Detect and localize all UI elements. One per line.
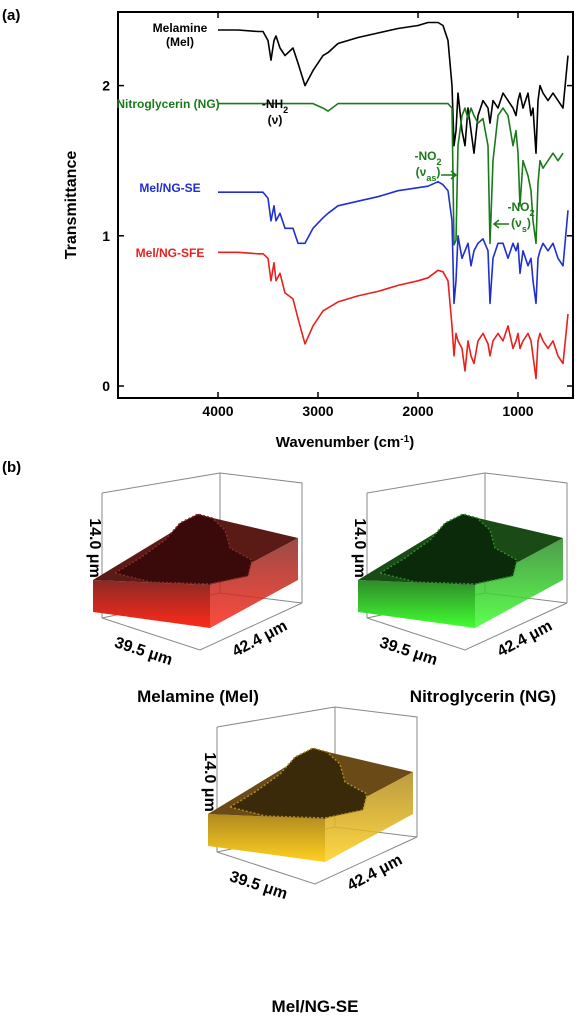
slab-mound bbox=[113, 513, 253, 585]
annotation-part: 2 bbox=[436, 157, 441, 167]
axis-label: 14.0 μm bbox=[86, 518, 103, 578]
annotation-arrow bbox=[492, 219, 509, 229]
rendering: 14.0 μm 39.5 μm 42.4 μm bbox=[86, 472, 303, 669]
series-label: Nitroglycerin (NG) bbox=[116, 97, 220, 111]
annotation-part: as bbox=[426, 173, 436, 183]
caption: Mel/NG-SE bbox=[272, 997, 359, 1016]
x-axis-label-part: ) bbox=[409, 434, 414, 451]
annotation-part: (ν) bbox=[268, 113, 283, 127]
slab-left bbox=[93, 580, 210, 628]
caption: Melamine (Mel) bbox=[137, 687, 259, 706]
annotation-part: (ν bbox=[416, 165, 427, 179]
annotation: -NO2 bbox=[414, 149, 441, 167]
annotation-part: -NO bbox=[414, 149, 436, 163]
x-tick-label: 4000 bbox=[202, 403, 233, 419]
annotation-part: ) bbox=[527, 216, 531, 230]
y-tick-label: 1 bbox=[102, 228, 110, 244]
axis-label: 42.4 μm bbox=[345, 852, 406, 895]
axis-label: 14.0 μm bbox=[351, 518, 368, 578]
x-axis-label-part: -1 bbox=[400, 434, 409, 445]
series-line bbox=[218, 180, 569, 305]
rendering: 14.0 μm 39.5 μm 42.4 μm bbox=[351, 472, 568, 669]
annotation: (ν) bbox=[268, 113, 283, 127]
slab-mound bbox=[378, 513, 518, 585]
annotation-part: 2 bbox=[283, 105, 288, 115]
slab-right bbox=[475, 538, 563, 628]
x-axis-label: Wavenumber (cm-1) bbox=[276, 434, 414, 452]
series-line bbox=[218, 21, 569, 154]
axis-label: 39.5 μm bbox=[112, 634, 174, 669]
slab-left bbox=[208, 814, 325, 862]
series-line bbox=[218, 102, 564, 246]
x-axis-label-part: Wavenumber (cm bbox=[276, 434, 400, 451]
plot-frame bbox=[117, 11, 574, 399]
y-axis-label: Transmittance bbox=[63, 151, 80, 260]
annotation: (νas) bbox=[416, 165, 441, 183]
series-label: Mel/NG-SE bbox=[139, 181, 201, 195]
annotation-part: -NH bbox=[262, 97, 283, 111]
panel-label: (a) bbox=[2, 7, 20, 24]
annotation: -NH2 bbox=[262, 97, 288, 115]
annotation: -NO2 bbox=[507, 200, 534, 218]
axis-label: 39.5 μm bbox=[377, 634, 439, 669]
annotation-part: s bbox=[522, 224, 527, 234]
annotation-part: 2 bbox=[529, 208, 534, 218]
y-tick-label: 0 bbox=[102, 378, 110, 394]
rendering: 14.0 μm 39.5 μm 42.4 μm bbox=[201, 706, 418, 903]
series-label: Mel/NG-SFE bbox=[135, 246, 205, 260]
annotation-part: ) bbox=[436, 165, 440, 179]
axis-label: 39.5 μm bbox=[227, 868, 289, 903]
axis-label: 42.4 μm bbox=[495, 618, 556, 661]
annotation-part: (ν bbox=[511, 216, 522, 230]
panel-label: (b) bbox=[2, 459, 21, 476]
wireframe bbox=[216, 706, 418, 885]
x-tick-label: 3000 bbox=[302, 403, 333, 419]
slab-right bbox=[210, 538, 298, 628]
series-line bbox=[218, 251, 569, 380]
wireframe bbox=[366, 472, 568, 651]
slab-left bbox=[358, 580, 475, 628]
slab-right bbox=[325, 772, 413, 862]
x-tick-label: 2000 bbox=[402, 403, 433, 419]
series-label: Melamine (Mel) bbox=[152, 21, 208, 49]
caption: Nitroglycerin (NG) bbox=[410, 687, 556, 706]
y-tick-label: 2 bbox=[102, 78, 110, 94]
x-tick-label: 1000 bbox=[502, 403, 533, 419]
axis-label: 42.4 μm bbox=[230, 618, 291, 661]
axis-label: 14.0 μm bbox=[201, 752, 218, 812]
slab-mound bbox=[228, 747, 368, 819]
annotation: (νs) bbox=[511, 216, 531, 234]
annotation-part: -NO bbox=[507, 200, 529, 214]
wireframe bbox=[101, 472, 303, 651]
